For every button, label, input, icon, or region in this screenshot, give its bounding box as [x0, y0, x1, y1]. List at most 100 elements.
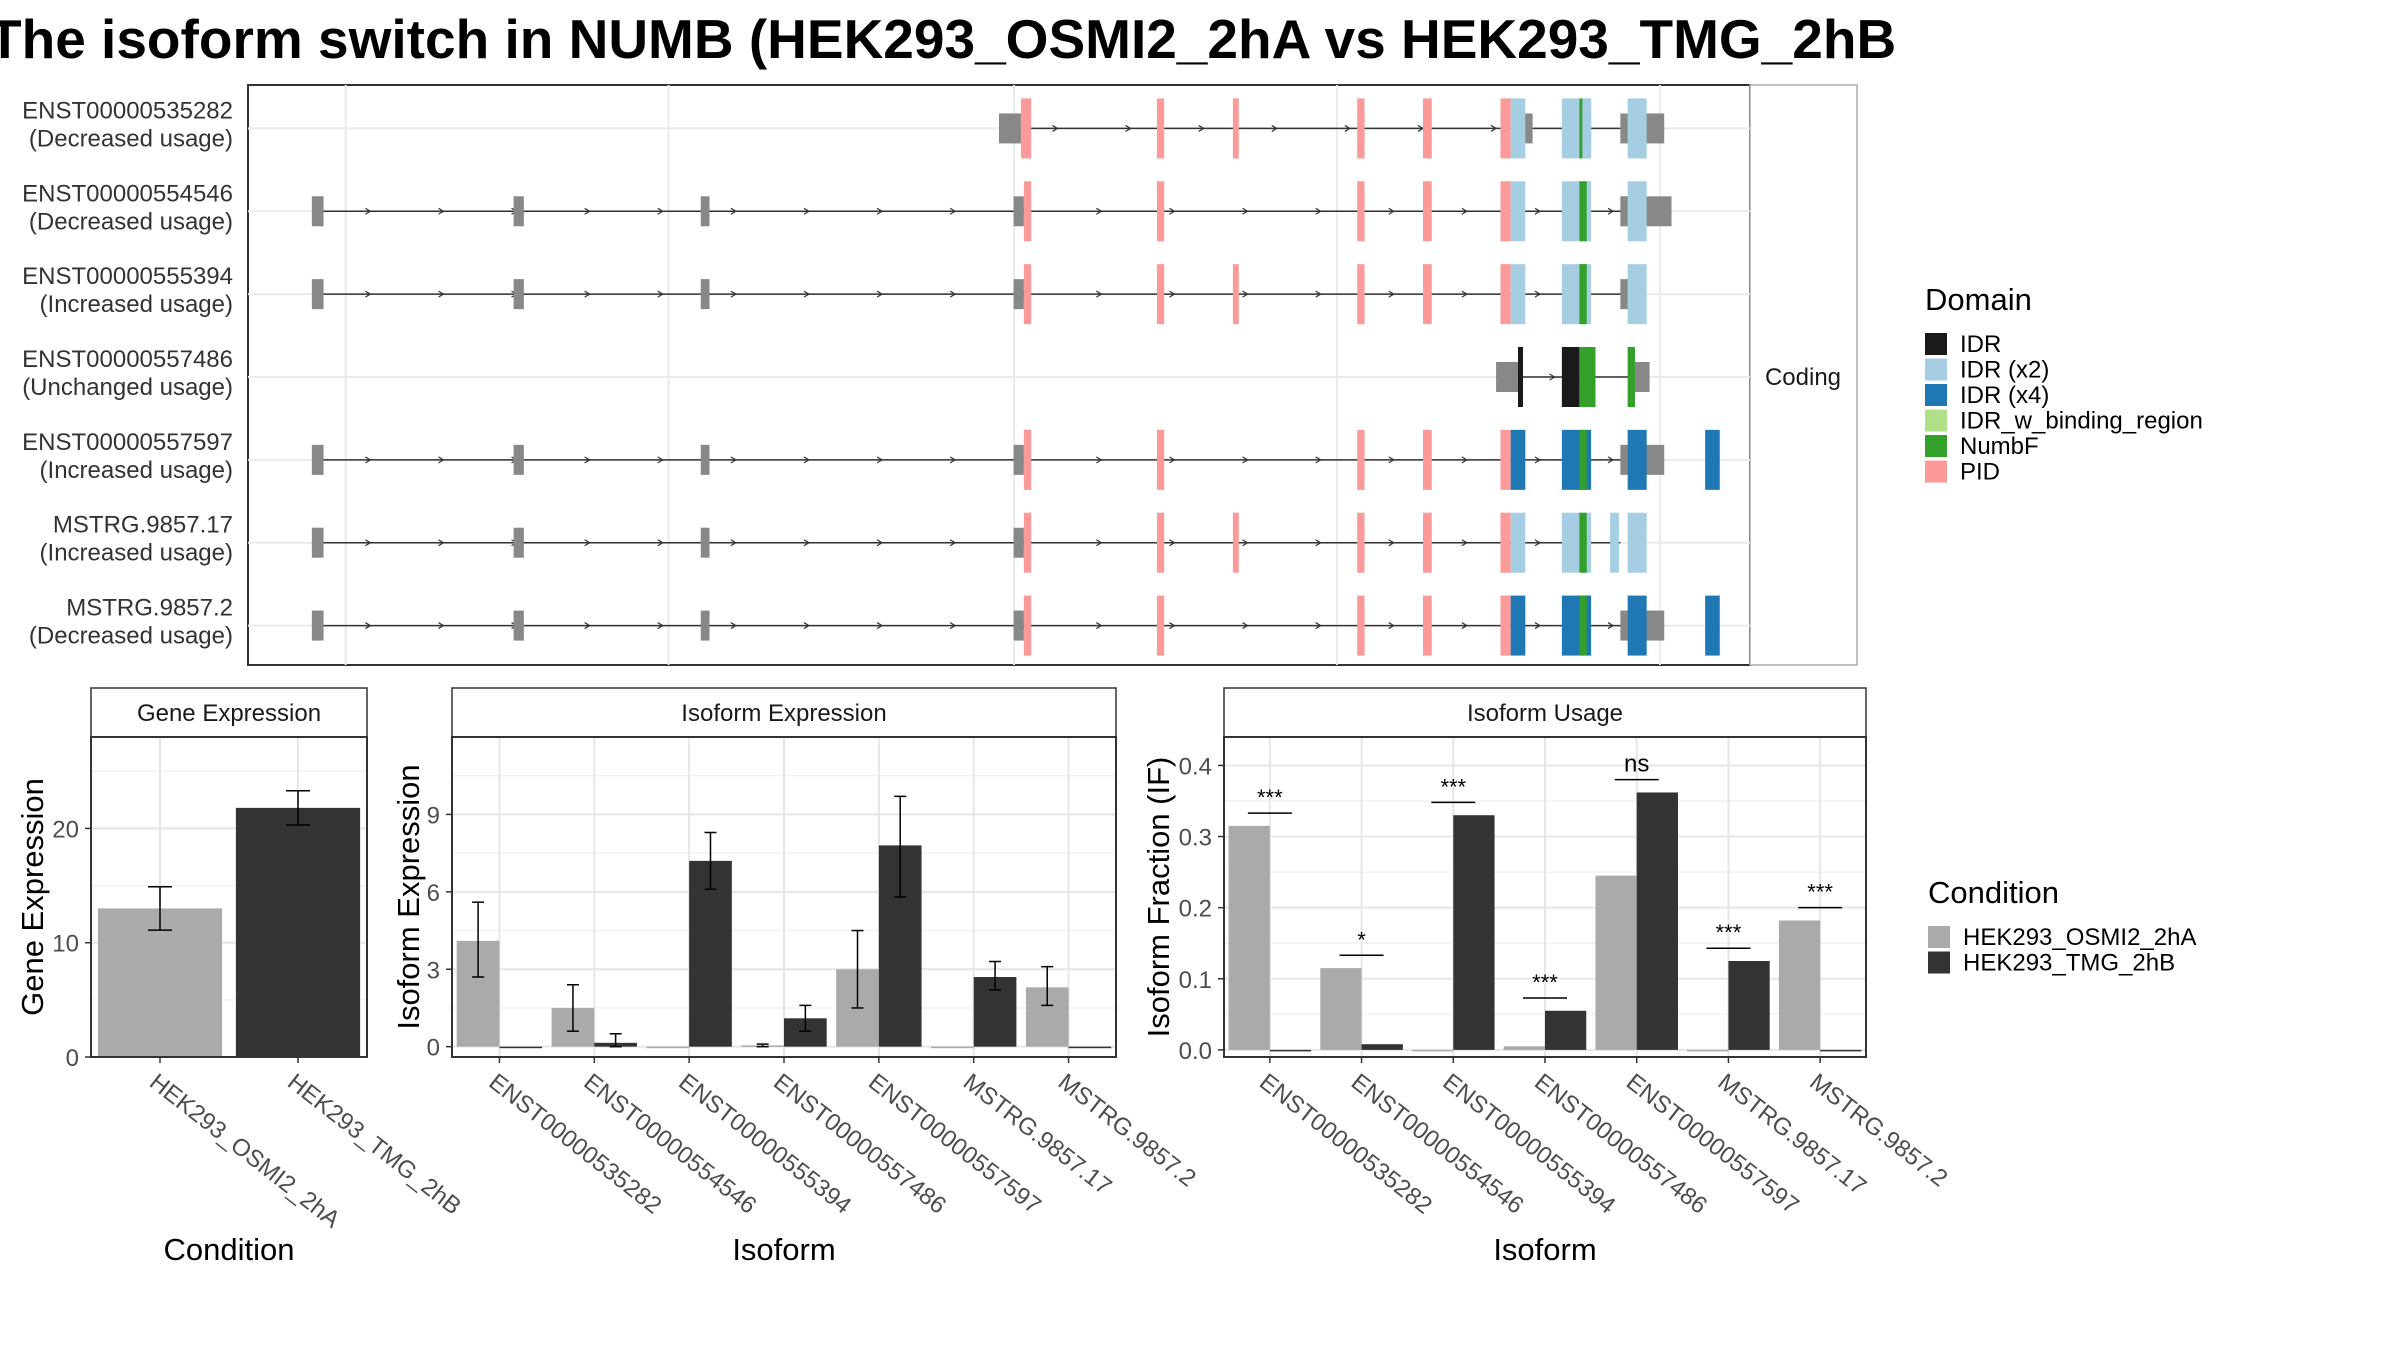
- strand-arrow: [1315, 539, 1322, 547]
- coding-exon-numbf: [1579, 595, 1587, 656]
- strand-arrow: [584, 207, 591, 215]
- coding-exon-idr-x4-: [1705, 429, 1720, 490]
- strand-arrow: [730, 456, 738, 464]
- strand-arrow: [1242, 622, 1249, 630]
- isoform-id-label: MSTRG.9857.2: [66, 595, 233, 622]
- coding-exon-pid: [1357, 595, 1365, 656]
- coding-exon-idr-x2-: [1510, 264, 1526, 325]
- x-tick-label: ENST00000557597: [863, 1068, 1046, 1219]
- utr-exon: [700, 196, 710, 227]
- x-tick-label: ENST00000535282: [484, 1068, 667, 1219]
- strand-arrow: [1461, 207, 1469, 215]
- utr-exon: [311, 610, 324, 641]
- domain-legend-title: Domain: [1925, 282, 2032, 317]
- utr-exon: [311, 196, 324, 227]
- panel-strip-title: Isoform Usage: [1467, 700, 1623, 727]
- strand-arrow: [1315, 456, 1322, 464]
- strand-arrow: [730, 539, 738, 547]
- strand-arrow: [365, 207, 372, 215]
- bar: [499, 1046, 543, 1049]
- coding-exon-pid: [1422, 595, 1432, 656]
- strand-arrow: [1607, 207, 1615, 215]
- coding-exon-pid: [1156, 512, 1165, 573]
- utr-exon: [700, 279, 710, 310]
- isoform-usage-label: (Decreased usage): [29, 125, 233, 152]
- x-axis-label: Condition: [164, 1232, 295, 1267]
- panel-strip: [451, 687, 1117, 738]
- strand-arrow: [657, 207, 664, 215]
- y-axis-label: Isoform Expression: [391, 764, 426, 1029]
- strand-arrow: [1388, 622, 1395, 630]
- coding-exon-idr: [1561, 347, 1580, 407]
- strand-arrow: [438, 622, 445, 630]
- domain-legend-label: NumbF: [1960, 433, 2039, 460]
- strand-arrow: [876, 207, 884, 215]
- strand-arrow: [730, 207, 738, 215]
- isoform-usage-label: (Unchanged usage): [22, 374, 233, 401]
- condition-legend-swatch: [1928, 926, 1950, 948]
- domain-legend-swatch: [1925, 358, 1947, 381]
- coding-exon-pid: [1357, 264, 1365, 325]
- coding-exon-pid: [1232, 98, 1239, 159]
- strand-arrow: [1490, 124, 1498, 132]
- strand-arrow: [876, 622, 884, 630]
- coding-exon-pid: [1156, 264, 1165, 325]
- coding-exon-pid: [1232, 512, 1239, 573]
- strand-arrow: [1169, 622, 1176, 630]
- strand-arrow: [584, 622, 591, 630]
- strand-arrow: [438, 207, 445, 215]
- strand-arrow: [803, 622, 811, 630]
- isoform-id-label: ENST00000555394: [22, 263, 233, 290]
- bar: [1636, 792, 1678, 1050]
- strand-arrow: [1096, 456, 1103, 464]
- isoform-usage-label: (Increased usage): [40, 457, 233, 484]
- x-tick-label: ENST00000557486: [1529, 1068, 1712, 1219]
- y-tick-label: 0.4: [1179, 753, 1212, 780]
- strand-arrow: [1461, 539, 1469, 547]
- coding-exon-pid: [1500, 264, 1511, 325]
- coding-exon-idr-x2-: [1582, 98, 1592, 159]
- x-tick-label: ENST00000554546: [1346, 1068, 1529, 1219]
- strand-arrow: [1388, 539, 1395, 547]
- coding-exon-pid: [1500, 595, 1511, 656]
- x-tick-label: ENST00000535282: [1254, 1068, 1437, 1219]
- domain-legend-swatch: [1925, 435, 1947, 457]
- strand-arrow: [1534, 290, 1542, 298]
- strand-arrow: [584, 539, 591, 547]
- utr-exon: [513, 527, 524, 558]
- utr-exon: [1013, 196, 1024, 227]
- strand-arrow: [730, 622, 738, 630]
- coding-exon-idr-x4-: [1627, 595, 1647, 656]
- domain-legend-label: PID: [1960, 459, 2000, 486]
- coding-exon-pid: [1422, 98, 1432, 159]
- bar: [646, 1046, 690, 1049]
- strand-arrow: [657, 622, 664, 630]
- condition-legend-label: HEK293_OSMI2_2hA: [1963, 924, 2196, 951]
- coding-exon-idr-x4-: [1510, 429, 1526, 490]
- strand-arrow: [1052, 124, 1059, 132]
- strand-arrow: [949, 290, 957, 298]
- strand-arrow: [949, 456, 957, 464]
- utr-exon: [700, 444, 710, 475]
- coding-exon-idr-x2-: [1627, 512, 1647, 573]
- bar: [1820, 1049, 1862, 1052]
- strand-arrow: [1344, 124, 1352, 132]
- strand-arrow: [584, 456, 591, 464]
- coding-exon-idr-x2-: [1627, 264, 1647, 325]
- domain-legend-label: IDR (x2): [1960, 357, 2049, 384]
- y-tick-label: 0.2: [1179, 896, 1212, 923]
- isoform-id-label: ENST00000557486: [22, 346, 233, 373]
- bar: [689, 860, 732, 1047]
- x-tick-label: ENST00000555394: [1438, 1068, 1621, 1219]
- strand-arrow: [365, 456, 372, 464]
- coding-exon-pid: [1023, 181, 1032, 242]
- isoform-usage-label: (Increased usage): [40, 540, 233, 567]
- plot-border: [90, 736, 368, 1058]
- strand-arrow: [1242, 207, 1249, 215]
- utr-exon: [513, 279, 524, 310]
- bar: [1453, 815, 1495, 1050]
- coding-exon-idr-x4-: [1627, 429, 1647, 490]
- isoform-id-label: ENST00000535282: [22, 97, 233, 124]
- isoform-id-label: ENST00000554546: [22, 180, 233, 207]
